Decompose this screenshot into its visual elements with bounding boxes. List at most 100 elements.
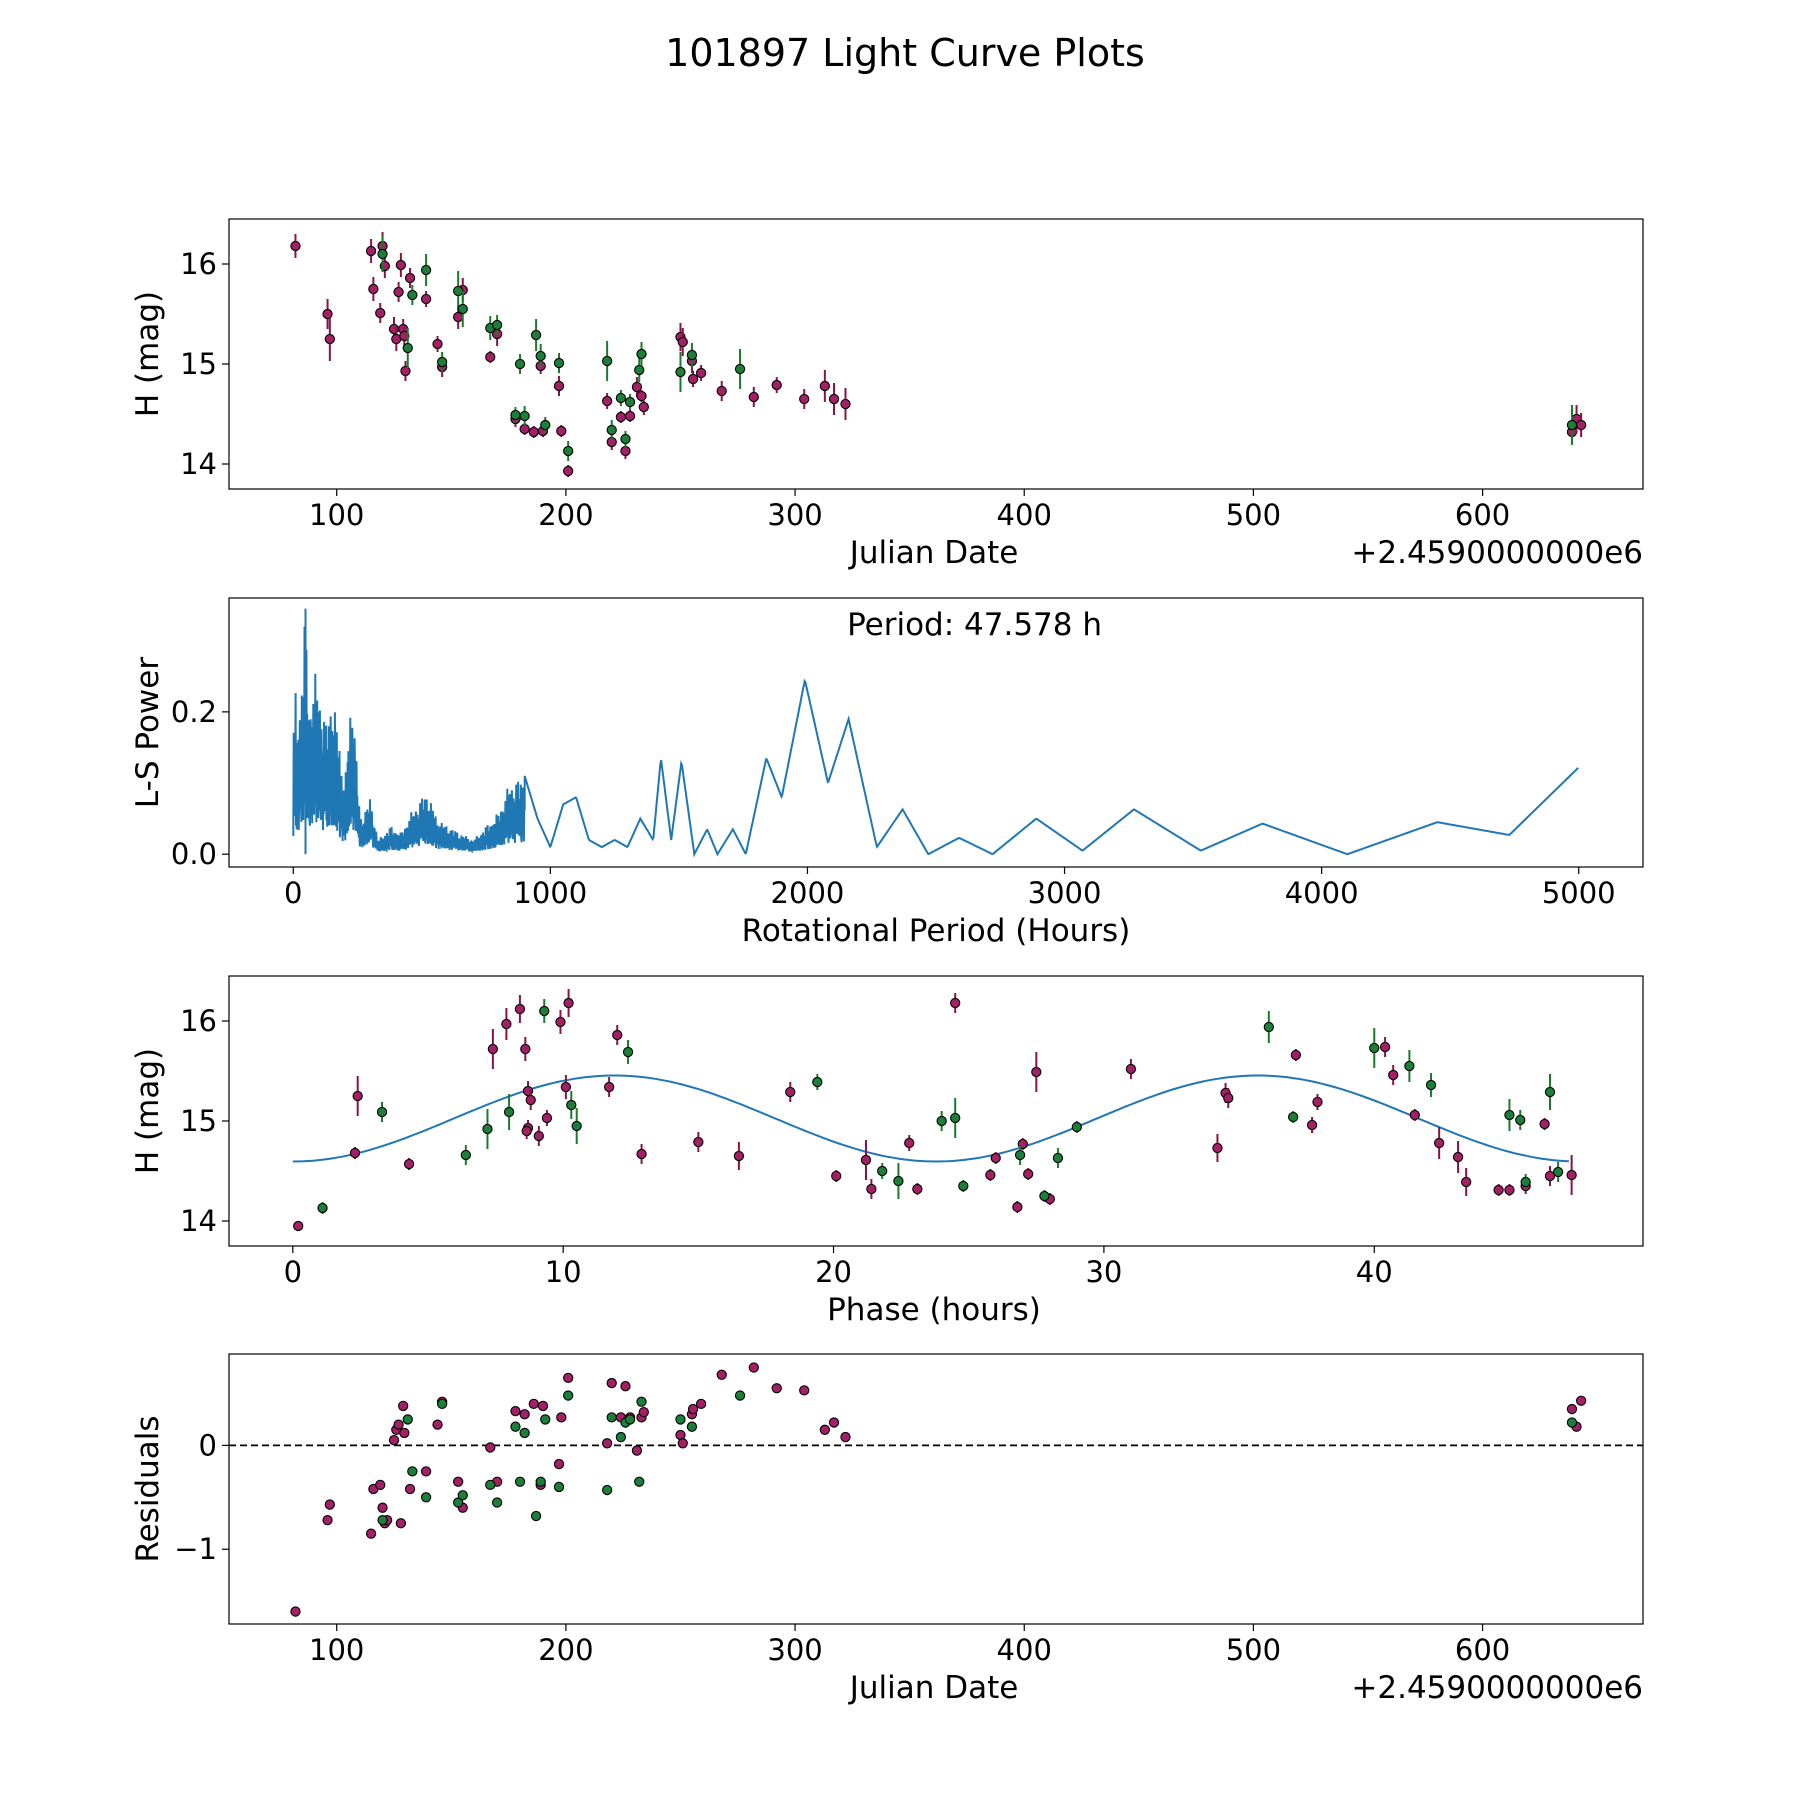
data-point-purple [322,308,333,320]
data-point-purple [1031,1066,1042,1078]
data-point-purple [324,1499,335,1510]
data-point-green [624,1414,636,1425]
data-point-purple [636,390,647,402]
panel-residuals: Julian Date Residuals +2.4590000000e6 10… [130,1353,1644,1706]
data-point-green [634,364,645,376]
data-point-green [530,329,542,341]
data-point-purple [1379,1041,1391,1053]
data-point-green [675,366,686,378]
data-point-purple [322,1515,333,1526]
data-point-green [686,1421,698,1432]
data-point-purple [375,1479,386,1490]
data-point-purple [1539,1118,1550,1130]
data-point-green [377,248,388,260]
data-point-purple [393,286,404,298]
data-point-green [535,1476,546,1487]
data-point-green [636,1396,647,1407]
data-point-green [1552,1166,1564,1178]
data-point-green [734,363,746,375]
data-point-purple [290,240,301,252]
x-tick-label: 400 [997,498,1052,532]
data-point-green [420,1492,432,1503]
x-tick-label: 1000 [513,876,587,910]
data-point-purple [716,385,727,397]
data-point-green [1515,1114,1526,1126]
data-point-purple [828,393,840,405]
data-point-purple [395,1518,407,1529]
x-tick-label: 500 [1226,1633,1281,1667]
figure-title: 101897 Light Curve Plots [665,31,1145,75]
data-point-purple [537,1400,549,1412]
data-point-purple [352,1090,363,1102]
x-tick-label: 100 [309,498,364,532]
data-point-purple [349,1147,361,1159]
data-point-green [566,1099,577,1111]
data-point-purple [1566,1169,1577,1181]
data-point-purple [950,997,961,1009]
data-point-purple [831,1170,842,1182]
data-point-purple [563,997,574,1009]
data-point-purple [404,1483,416,1495]
data-point-purple [510,1405,521,1417]
data-point-green [615,1431,627,1443]
data-point-purple [365,1528,377,1539]
data-point-purple [519,1409,530,1420]
data-point-purple [1212,1142,1223,1154]
y-tick-label: 14 [180,447,217,481]
data-point-purple [693,1136,704,1148]
data-point-purple [620,1381,631,1392]
data-point-purple [1023,1168,1034,1180]
data-point-green [317,1202,328,1214]
x-tick-label: 200 [538,498,593,532]
data-point-green [622,1046,634,1058]
x-tick-label: 100 [309,1633,364,1667]
data-point-purple [771,379,782,391]
data-point-purple [990,1152,1001,1164]
data-point-purple [1575,419,1587,431]
data-point-purple [453,1476,464,1487]
data-point-green [407,289,418,301]
data-point-purple [601,1438,613,1449]
data-point-purple [840,398,851,410]
data-point-purple [675,1429,686,1441]
data-point-purple [748,391,759,403]
data-point-purple [1566,1403,1578,1415]
x-axis-label: Phase (hours) [827,1292,1041,1328]
data-point-purple [404,272,416,284]
y-axis-label: H (mag) [130,1048,166,1174]
data-point-purple [1290,1049,1302,1061]
plot-frame [228,975,1644,1247]
data-point-green [402,342,413,354]
data-point-purple [563,465,574,477]
data-point-purple [324,333,335,345]
data-point-purple [1125,1063,1137,1075]
data-point-green [457,303,468,315]
x-tick-label: 400 [997,1633,1052,1667]
data-point-green [491,1497,503,1508]
y-tick-label: 14 [180,1204,217,1238]
data-point-green [485,1479,496,1490]
x-tick-label: 10 [545,1255,582,1289]
data-point-purple [555,1016,566,1028]
data-point-green [1566,419,1578,431]
data-point-purple [399,330,410,342]
data-point-green [1263,1021,1274,1033]
data-point-purple [399,1427,410,1439]
data-point-purple [677,1438,688,1449]
x-tick-label: 5000 [1542,876,1616,910]
data-point-green [482,1123,493,1135]
data-point-purple [377,1502,388,1513]
data-point-green [457,1490,468,1501]
data-point-purple [638,1407,649,1418]
data-point-purple [514,1003,526,1015]
data-point-green [407,1466,418,1477]
data-point-purple [1312,1096,1323,1108]
data-point-purple [365,245,377,257]
x-tick-label: 2000 [771,876,845,910]
y-tick-label: −1 [174,1532,217,1566]
data-point-green [540,1414,551,1425]
data-point-purple [520,1043,531,1055]
x-axis-label: Rotational Period (Hours) [742,913,1131,949]
data-point-green [1544,1086,1556,1098]
